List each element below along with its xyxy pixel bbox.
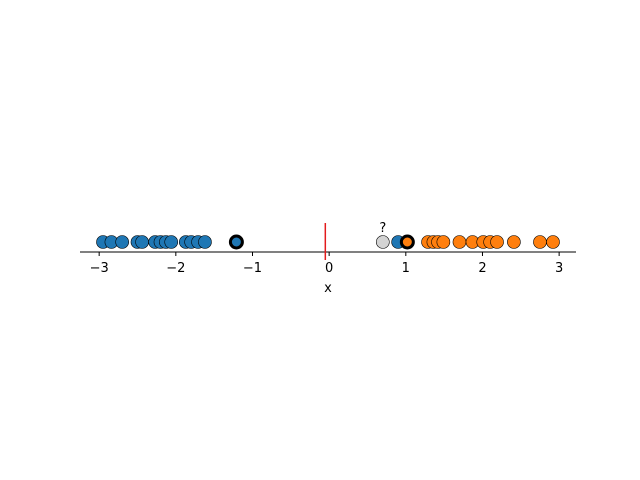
point (546, 235, 560, 249)
point (376, 235, 390, 249)
point (198, 235, 212, 249)
point (115, 235, 129, 249)
x-tick-label: −3 (90, 261, 109, 276)
point (533, 235, 547, 249)
point (164, 235, 179, 249)
point (507, 235, 521, 249)
x-tick-label: −2 (166, 261, 185, 276)
x-tick-label: 3 (555, 261, 563, 276)
annotation: ? (379, 221, 386, 236)
point (452, 235, 467, 249)
point (228, 234, 244, 250)
x-tick-label: 2 (478, 261, 486, 276)
point (399, 234, 415, 250)
x-axis-label: x (324, 281, 332, 296)
point (490, 235, 504, 249)
point (436, 235, 451, 249)
point (135, 235, 149, 249)
x-tick-label: 1 (402, 261, 410, 276)
x-tick-label: 0 (325, 261, 333, 276)
x-tick-label: −1 (243, 261, 262, 276)
